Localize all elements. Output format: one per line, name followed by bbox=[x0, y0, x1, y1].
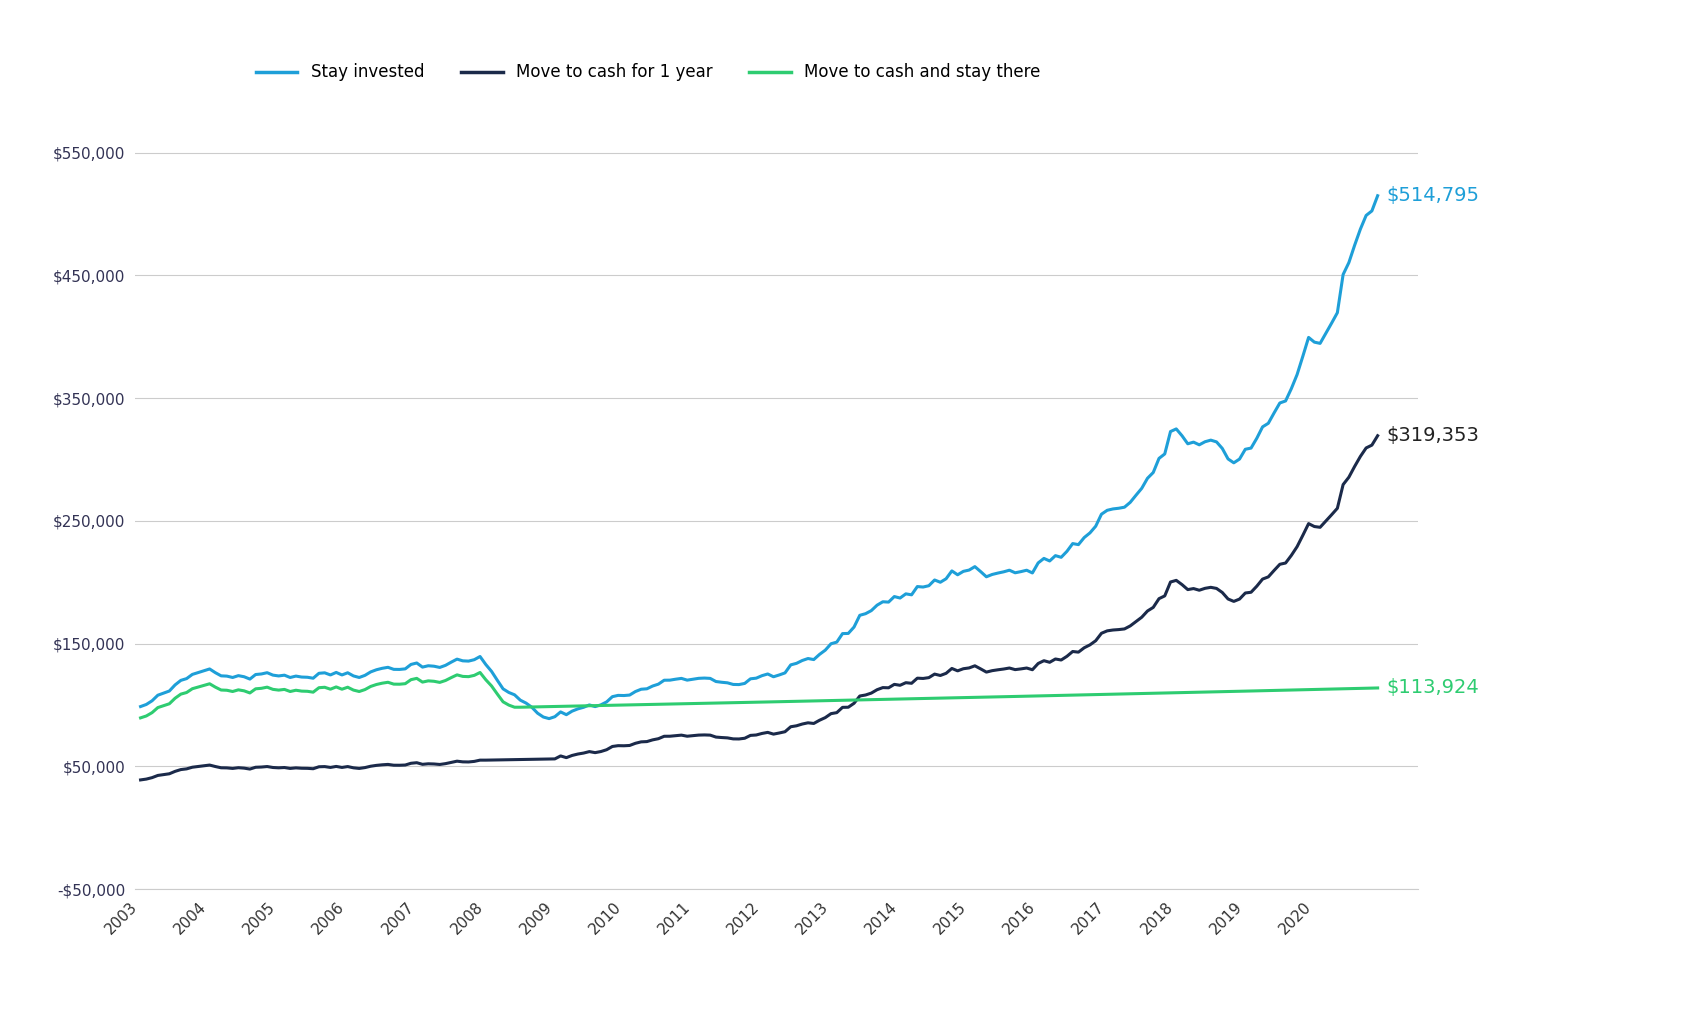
Text: $514,795: $514,795 bbox=[1386, 186, 1479, 205]
Text: $319,353: $319,353 bbox=[1386, 426, 1479, 446]
Text: $113,924: $113,924 bbox=[1386, 678, 1479, 698]
Legend: Stay invested, Move to cash for 1 year, Move to cash and stay there: Stay invested, Move to cash for 1 year, … bbox=[250, 57, 1047, 88]
